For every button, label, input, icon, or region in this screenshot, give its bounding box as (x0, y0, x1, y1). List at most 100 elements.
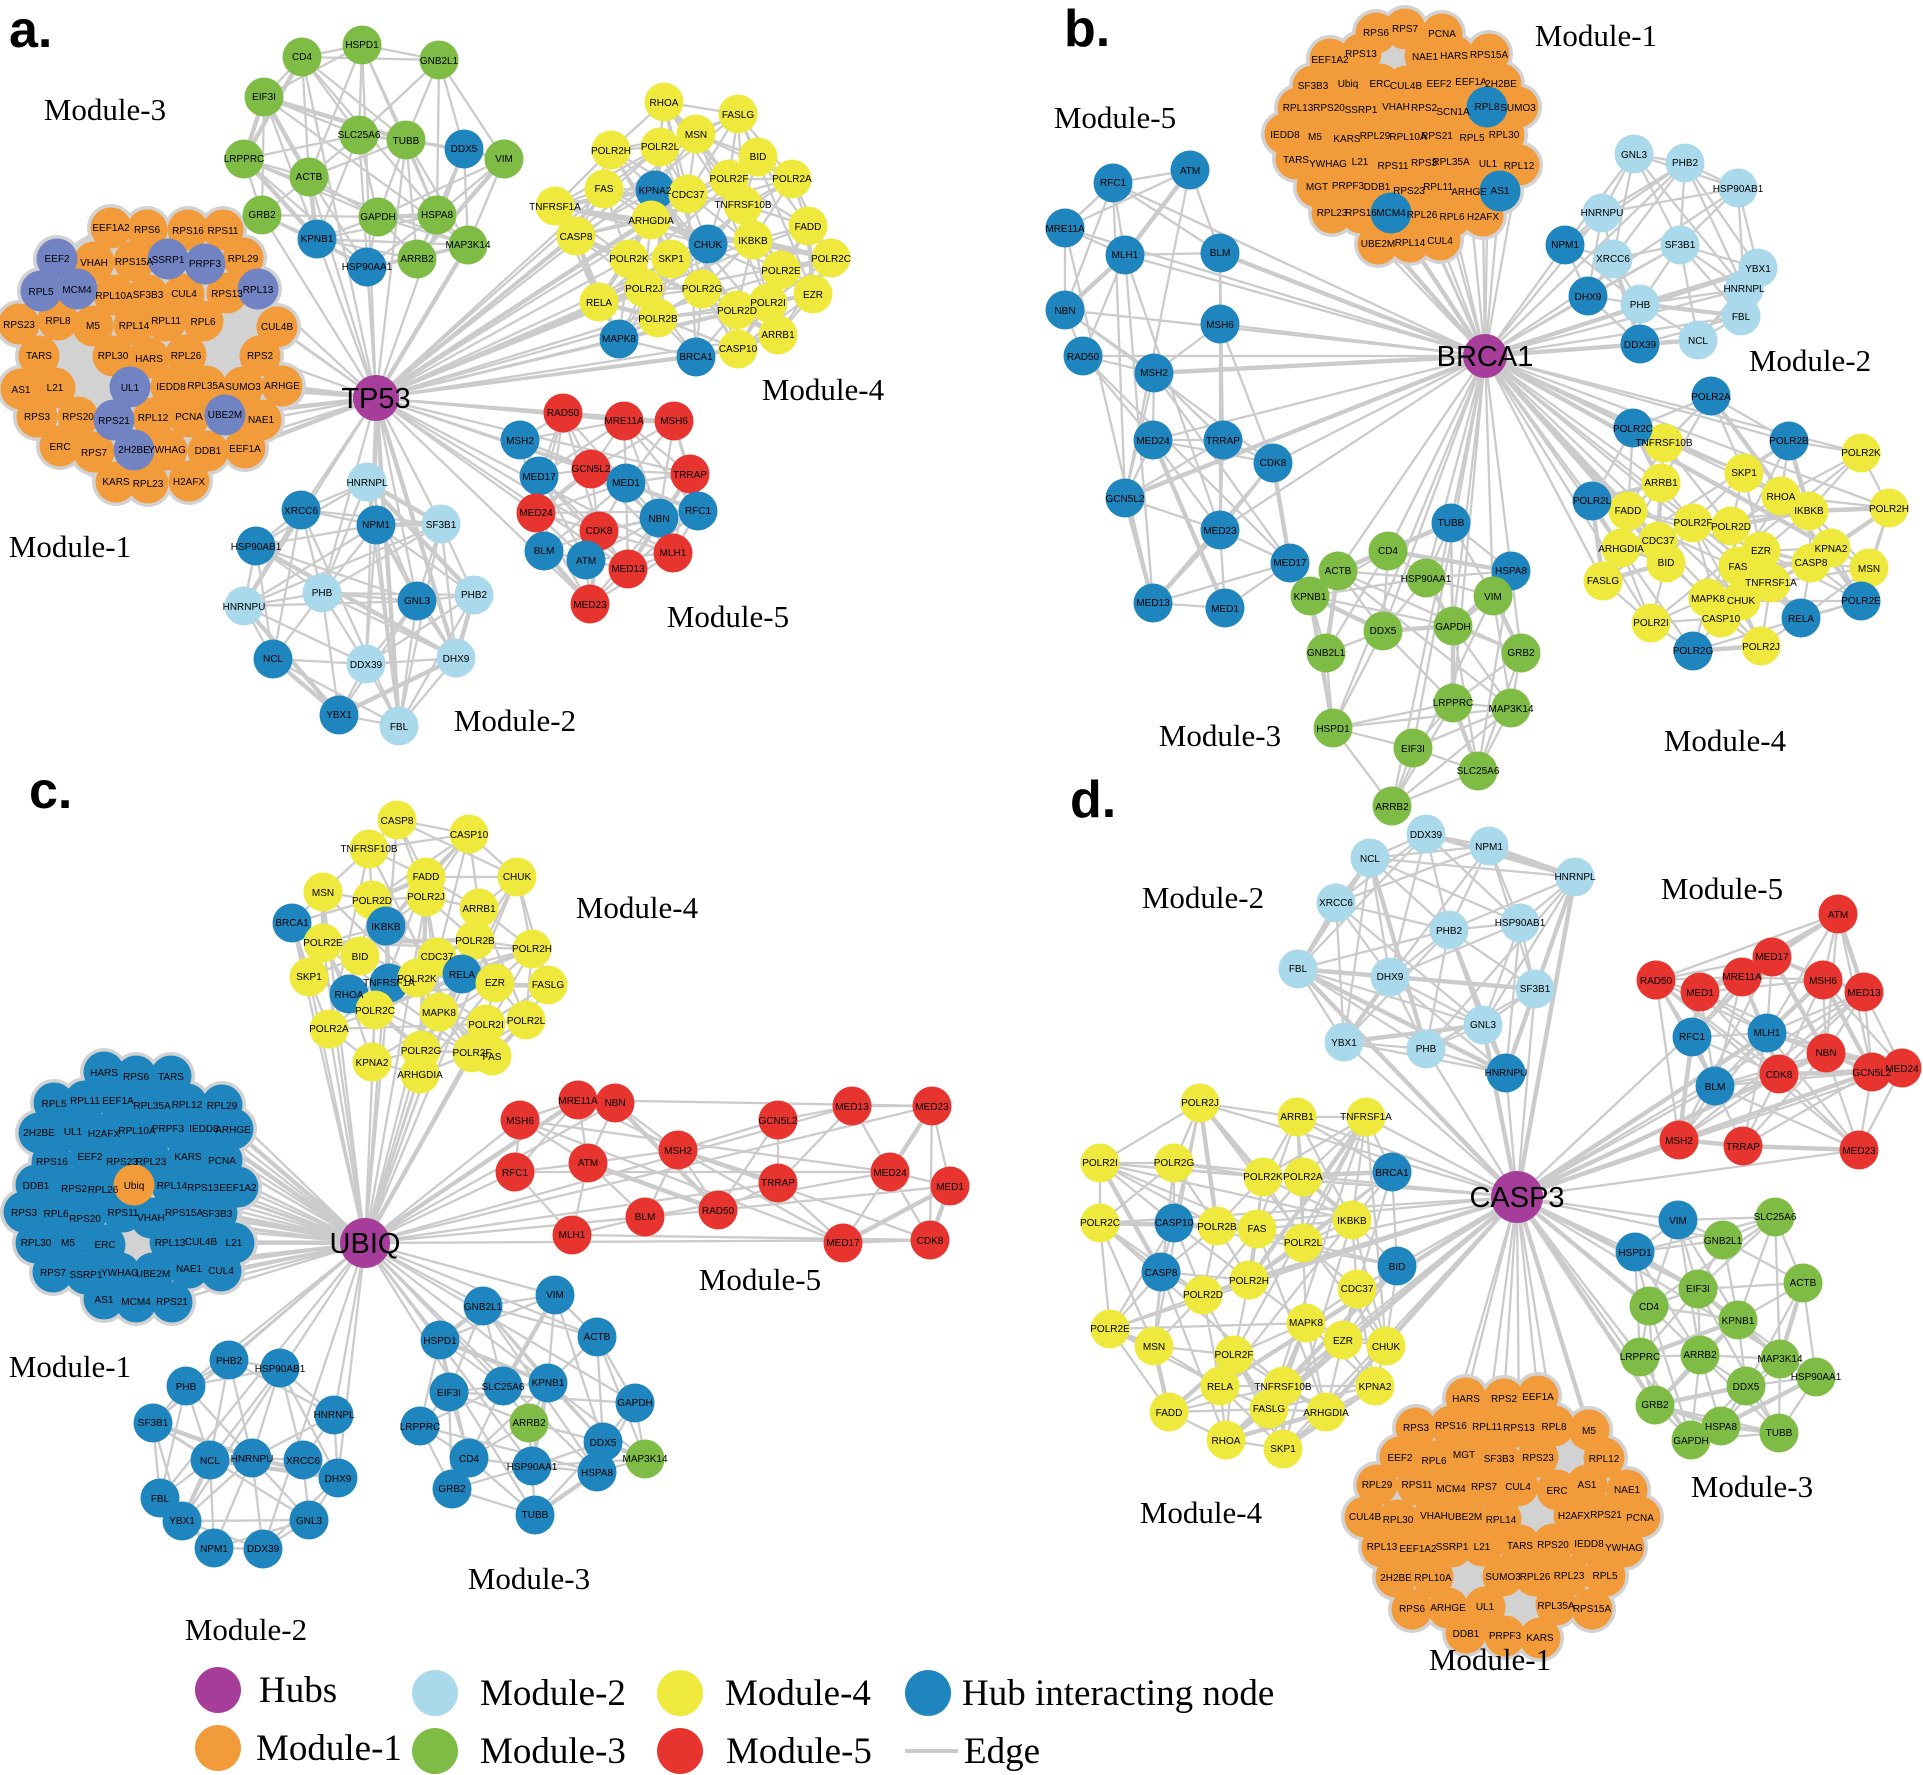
svg-text:RPS6: RPS6 (1363, 28, 1390, 39)
svg-text:ARHGE: ARHGE (1430, 1603, 1466, 1614)
svg-text:YWHAG: YWHAG (1309, 159, 1347, 170)
svg-text:POLR2J: POLR2J (625, 284, 663, 295)
svg-text:POLR2G: POLR2G (682, 284, 723, 295)
svg-text:HNRNPU: HNRNPU (1581, 208, 1624, 219)
svg-text:ERC: ERC (1369, 79, 1390, 90)
svg-text:POLR2K: POLR2K (1243, 1172, 1283, 1183)
svg-text:EIF3I: EIF3I (1401, 744, 1425, 755)
svg-text:ARHGDIA: ARHGDIA (397, 1070, 443, 1081)
svg-text:CASP8: CASP8 (1145, 1268, 1178, 1279)
svg-text:VHAH: VHAH (1420, 1511, 1448, 1522)
svg-text:RPS13: RPS13 (1345, 49, 1377, 60)
svg-text:RPL5: RPL5 (1459, 133, 1484, 144)
svg-text:RPS15A: RPS15A (115, 257, 154, 268)
svg-text:MAPK8: MAPK8 (422, 1008, 456, 1019)
svg-text:Module-2: Module-2 (480, 1673, 626, 1714)
svg-text:RPL11: RPL11 (151, 316, 181, 327)
svg-text:RPL29: RPL29 (228, 254, 259, 265)
svg-text:DDX39: DDX39 (350, 660, 383, 671)
svg-text:Hubs: Hubs (259, 1670, 337, 1711)
svg-text:M5: M5 (61, 1238, 75, 1249)
svg-text:MED13: MED13 (835, 1102, 869, 1113)
svg-text:RPS21: RPS21 (156, 1297, 188, 1308)
svg-text:HSP90AA1: HSP90AA1 (507, 1462, 558, 1473)
svg-text:PHB: PHB (312, 588, 333, 599)
svg-text:POLR2D: POLR2D (352, 896, 392, 907)
svg-text:SSRP1: SSRP1 (152, 255, 185, 266)
svg-text:GCN5L2: GCN5L2 (1106, 494, 1145, 505)
svg-text:MAPK8: MAPK8 (1691, 594, 1725, 605)
svg-text:SKP1: SKP1 (658, 254, 684, 265)
svg-text:Module-3: Module-3 (468, 1561, 590, 1596)
svg-text:RPL10A: RPL10A (95, 291, 133, 302)
svg-text:BLM: BLM (1210, 248, 1231, 259)
svg-text:CDK8: CDK8 (1260, 458, 1287, 469)
svg-text:POLR2I: POLR2I (1633, 618, 1669, 629)
svg-text:GNL3: GNL3 (404, 596, 431, 607)
svg-text:ARRB1: ARRB1 (761, 330, 795, 341)
svg-text:RPL10A: RPL10A (118, 1126, 156, 1137)
svg-text:RHOA: RHOA (1767, 492, 1796, 503)
svg-text:PRPF3: PRPF3 (189, 259, 222, 270)
svg-text:RPS15A: RPS15A (1573, 1604, 1612, 1615)
svg-text:NAE1: NAE1 (176, 1264, 203, 1275)
svg-text:DDX39: DDX39 (1410, 830, 1443, 841)
svg-text:POLR2B: POLR2B (638, 314, 678, 325)
svg-text:TNFRSF10B: TNFRSF10B (1635, 438, 1693, 449)
svg-text:Module-4: Module-4 (725, 1673, 871, 1714)
svg-text:L21: L21 (47, 383, 64, 394)
svg-text:HSPD1: HSPD1 (423, 1336, 457, 1347)
svg-text:RPL30: RPL30 (1383, 1515, 1414, 1526)
svg-text:RPL11: RPL11 (1472, 1422, 1502, 1433)
svg-text:MED13: MED13 (1847, 988, 1881, 999)
svg-text:SKP1: SKP1 (1731, 468, 1757, 479)
svg-text:XRCC6: XRCC6 (284, 506, 318, 517)
svg-text:POLR2F: POLR2F (710, 174, 749, 185)
svg-text:SUMO3: SUMO3 (225, 382, 261, 393)
svg-text:RPS3: RPS3 (11, 1208, 38, 1219)
svg-text:HARS: HARS (1440, 51, 1468, 62)
svg-text:RPS21: RPS21 (1590, 1510, 1622, 1521)
svg-text:Module-1: Module-1 (9, 529, 131, 564)
svg-text:YWHAG: YWHAG (101, 1268, 139, 1279)
svg-text:RPS2: RPS2 (1491, 1394, 1518, 1405)
svg-text:YBX1: YBX1 (1745, 264, 1771, 275)
svg-text:POLR2E: POLR2E (761, 266, 801, 277)
svg-text:HSP90AB1: HSP90AB1 (255, 1364, 306, 1375)
svg-text:RPL26: RPL26 (171, 351, 202, 362)
svg-text:POLR2H: POLR2H (1869, 504, 1909, 515)
svg-text:HSP90AB1: HSP90AB1 (1495, 918, 1546, 929)
svg-text:RPS11: RPS11 (1402, 1480, 1433, 1491)
svg-text:IEDD8: IEDD8 (156, 382, 186, 393)
svg-text:TRRAP: TRRAP (1726, 1142, 1760, 1153)
svg-text:ARHGE: ARHGE (215, 1125, 251, 1136)
svg-text:AS1: AS1 (12, 385, 31, 396)
svg-text:POLR2E: POLR2E (1090, 1324, 1130, 1335)
svg-text:POLR2B: POLR2B (455, 936, 495, 947)
svg-text:HSP90AB1: HSP90AB1 (1713, 184, 1764, 195)
svg-text:XRCC6: XRCC6 (1596, 254, 1630, 265)
svg-text:CDC37: CDC37 (1341, 1284, 1374, 1295)
svg-text:MED1: MED1 (612, 478, 640, 489)
svg-text:POLR2J: POLR2J (1742, 642, 1780, 653)
svg-text:HSPA8: HSPA8 (421, 210, 453, 221)
svg-text:RFC1: RFC1 (502, 1168, 529, 1179)
svg-text:PCNA: PCNA (208, 1156, 236, 1167)
svg-text:PHB2: PHB2 (1672, 158, 1699, 169)
svg-text:KARS: KARS (174, 1152, 202, 1163)
svg-text:GCN5L2: GCN5L2 (1853, 1068, 1892, 1079)
svg-text:MED23: MED23 (1842, 1146, 1876, 1157)
svg-text:Module-3: Module-3 (1159, 718, 1281, 753)
svg-text:IKBKB: IKBKB (1794, 506, 1824, 517)
svg-text:CD4: CD4 (292, 52, 312, 63)
svg-text:LRPPRC: LRPPRC (1620, 1352, 1661, 1363)
svg-text:HNRNPL: HNRNPL (313, 1410, 355, 1421)
svg-text:SLC25A6: SLC25A6 (1457, 766, 1500, 777)
svg-text:POLR2E: POLR2E (303, 938, 343, 949)
svg-text:FAS: FAS (1248, 1224, 1267, 1235)
svg-text:RPL30: RPL30 (1489, 130, 1520, 141)
svg-text:GNB2L1: GNB2L1 (1704, 1236, 1743, 1247)
svg-text:d.: d. (1070, 771, 1116, 829)
svg-text:EIF3I: EIF3I (437, 1388, 461, 1399)
svg-text:GNL3: GNL3 (1470, 1020, 1497, 1031)
